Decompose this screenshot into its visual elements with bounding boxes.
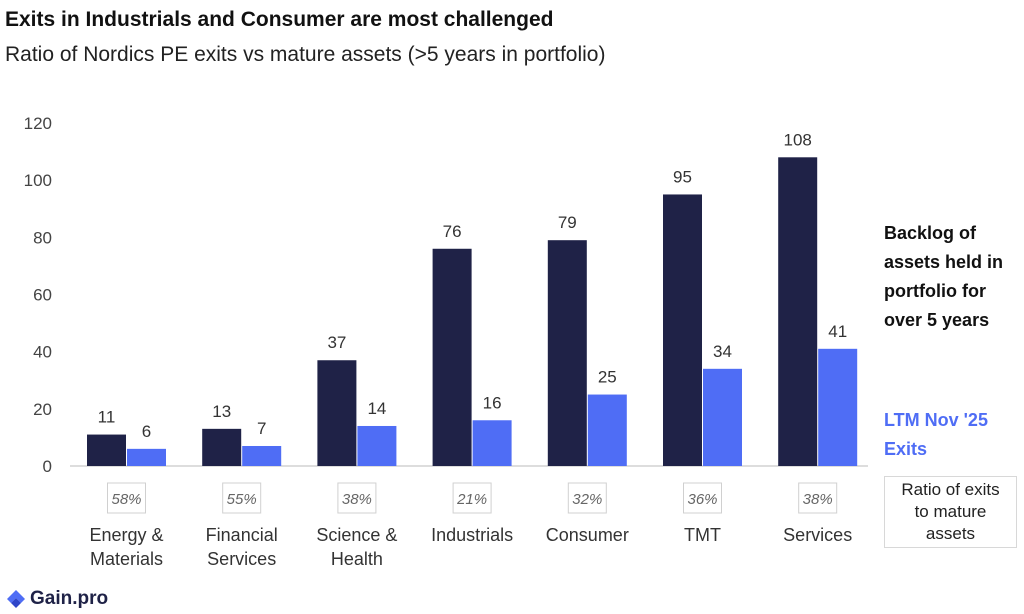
ratio-box (452, 482, 492, 514)
ratio-label: 38% (803, 491, 833, 508)
y-tick-label: 0 (43, 457, 52, 476)
bar-exits (587, 394, 627, 466)
ratio-label: 32% (572, 491, 602, 508)
bar-exits (703, 368, 742, 466)
ratio-label: 21% (456, 491, 487, 508)
footer-brand: Gain.pro (6, 588, 108, 610)
y-tick-label: 80 (33, 228, 52, 247)
data-label-exits: 34 (713, 342, 732, 361)
x-tick-label: Health (331, 549, 383, 569)
ratio-box (683, 482, 722, 514)
ratio-box (222, 482, 262, 514)
bar-backlog (663, 194, 702, 467)
x-tick-label: Financial (206, 525, 278, 545)
bar-exits (357, 425, 397, 466)
y-tick-label: 60 (33, 286, 52, 305)
bar-backlog (547, 240, 587, 466)
ratio-box (798, 482, 838, 514)
y-tick-label: 40 (33, 343, 52, 362)
legend-exits: LTM Nov '25 Exits (884, 410, 988, 459)
x-tick-label: Services (783, 525, 852, 545)
chart-subtitle: Ratio of Nordics PE exits vs mature asse… (5, 43, 606, 66)
bar-backlog (317, 360, 357, 466)
x-tick-label: Industrials (431, 525, 513, 545)
bar-chart: 0 20 40 60 80 100 120 11 6 58% Energy & Materials 13… (24, 114, 868, 569)
x-tick-label: Science & (316, 525, 397, 545)
data-label-exits: 14 (367, 399, 386, 418)
data-label-exits: 16 (483, 393, 502, 412)
ratio-box (567, 482, 607, 514)
data-label-backlog: 95 (673, 167, 692, 186)
data-label-exits: 6 (142, 422, 151, 441)
bar-backlog (202, 428, 242, 466)
bar-exits (127, 448, 166, 466)
legend-backlog: Backlog of assets held in portfolio for … (884, 223, 1004, 330)
y-tick-label: 120 (24, 114, 52, 133)
data-label-backlog: 108 (784, 130, 812, 149)
y-tick-label: 20 (33, 400, 52, 419)
ratio-label: 38% (342, 491, 372, 508)
ratio-box (107, 482, 146, 514)
legend-ratio: Ratio of exits to mature assets (884, 476, 1017, 548)
data-label-exits: 41 (828, 322, 847, 341)
x-tick-label: Services (207, 549, 276, 569)
gain-logo-icon (7, 590, 25, 608)
bar-backlog (778, 157, 818, 467)
chart-title: Exits in Industrials and Consumer are mo… (5, 8, 554, 31)
data-label-backlog: 37 (327, 333, 346, 352)
x-tick-label: Energy & (89, 525, 163, 545)
ratio-label: 55% (227, 491, 257, 508)
ratio-label: 36% (687, 491, 717, 508)
brand-name: Gain.pro (30, 588, 109, 609)
ratio-label: 58% (111, 491, 141, 508)
x-tick-label: Materials (90, 549, 163, 569)
data-label-exits: 7 (257, 419, 266, 438)
x-tick-label: TMT (684, 525, 721, 545)
bar-backlog (87, 434, 126, 466)
bar-exits (818, 348, 858, 466)
data-label-backlog: 79 (558, 213, 577, 232)
data-label-backlog: 11 (98, 408, 116, 427)
data-label-backlog: 13 (212, 402, 231, 421)
data-label-exits: 25 (598, 368, 617, 387)
y-tick-label: 100 (24, 171, 52, 190)
data-label-backlog: 76 (443, 222, 462, 241)
bar-backlog (432, 248, 472, 466)
ratio-box (337, 482, 377, 514)
bar-exits (242, 445, 282, 466)
x-tick-label: Consumer (546, 525, 629, 545)
bar-exits (472, 420, 512, 466)
